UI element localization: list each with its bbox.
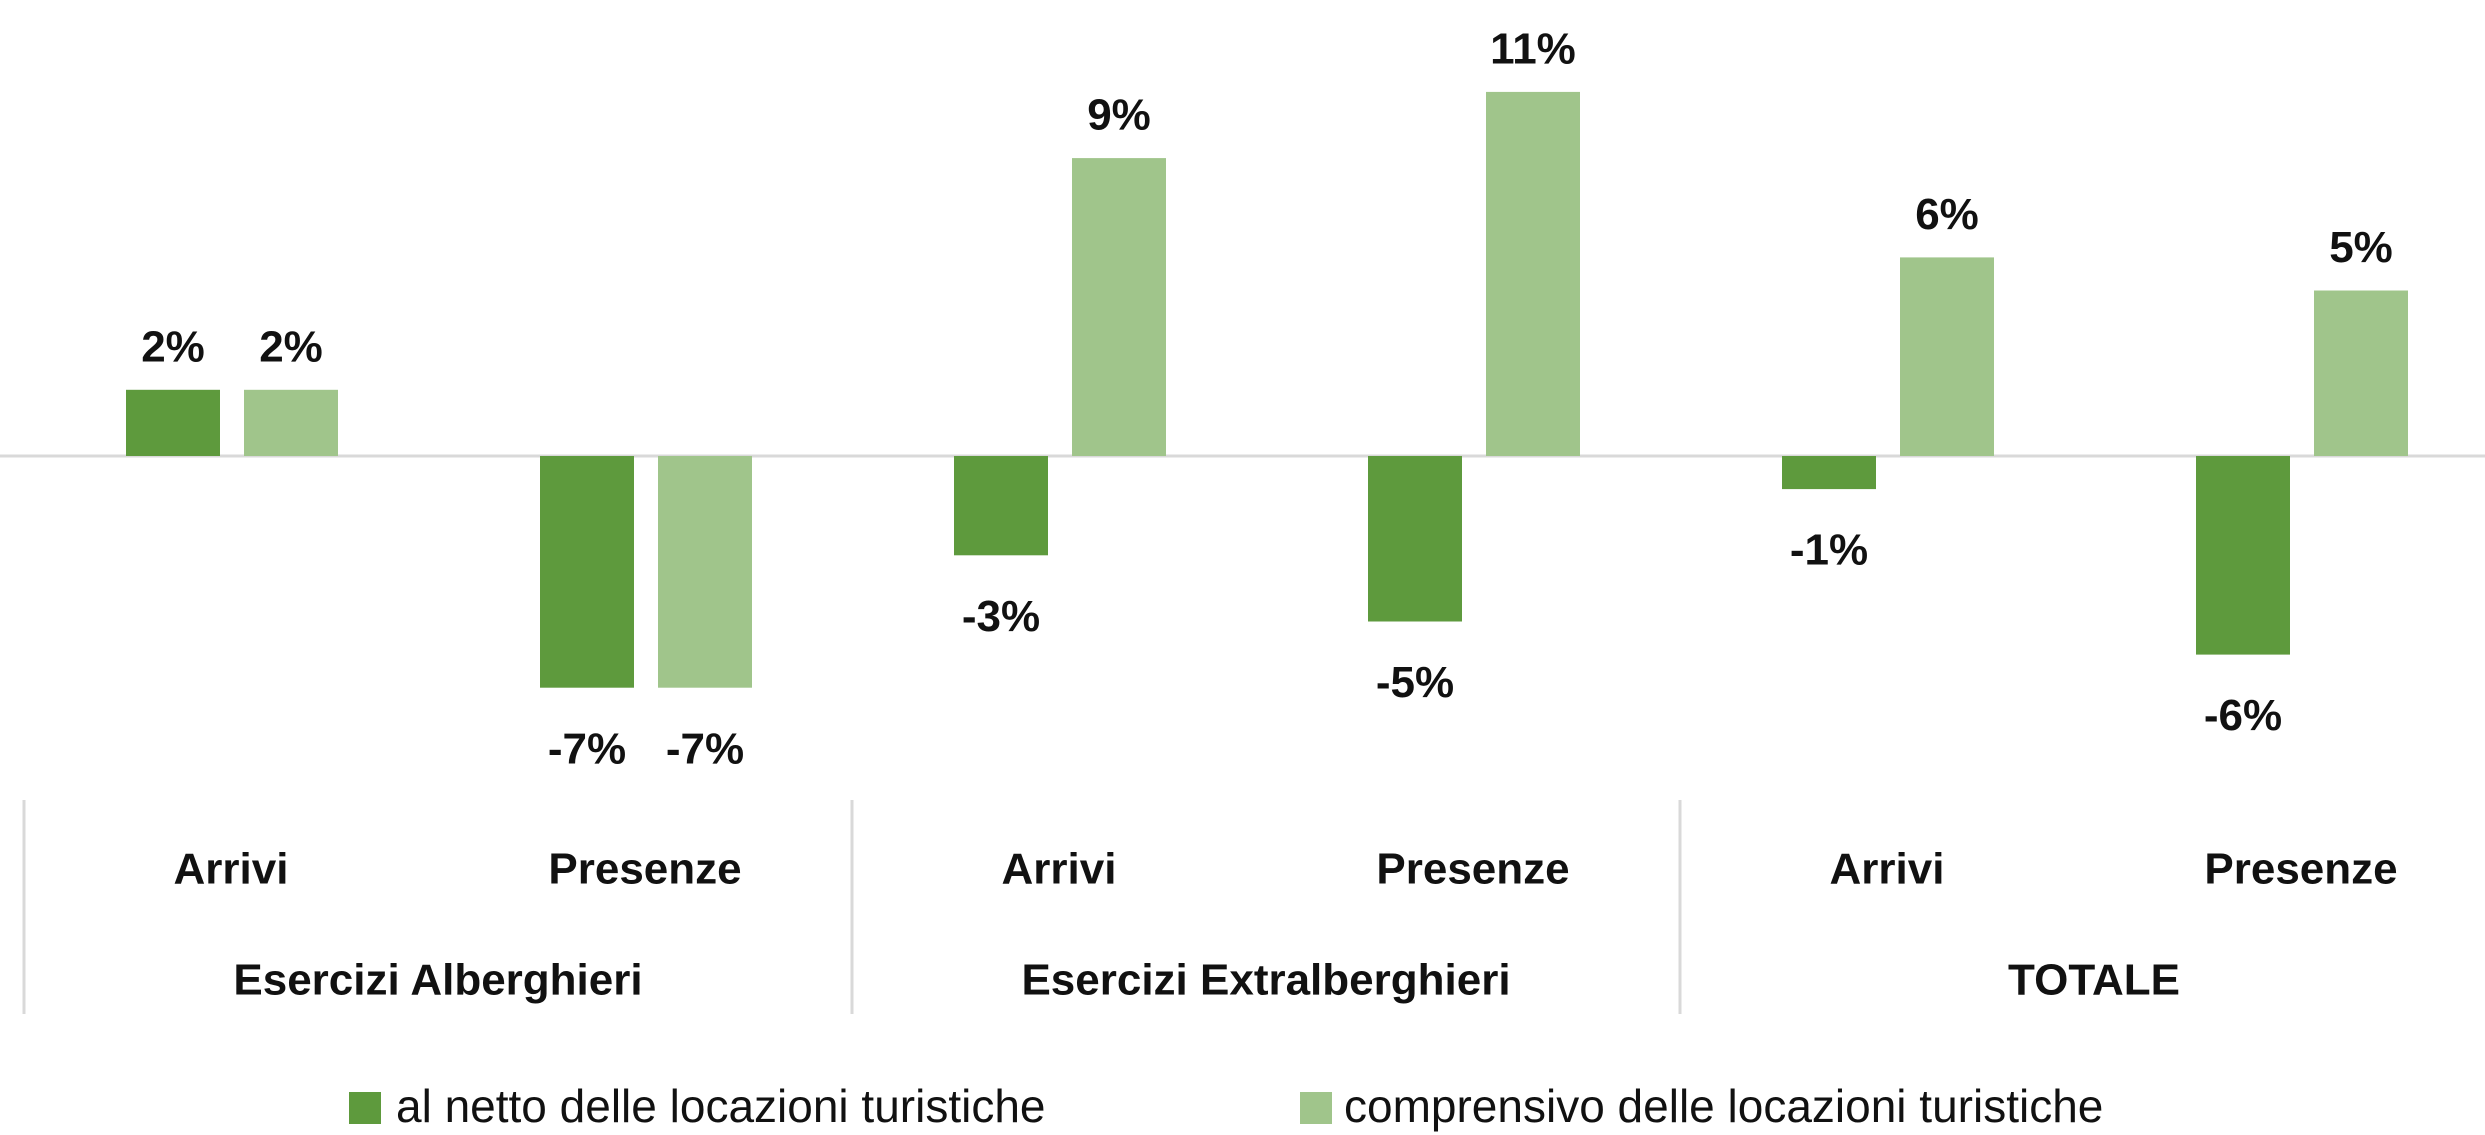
bar	[244, 389, 338, 456]
bar	[658, 456, 752, 688]
bar	[2196, 456, 2290, 655]
bar	[540, 456, 634, 688]
data-label: 2%	[259, 322, 323, 371]
bar	[1072, 158, 1166, 456]
data-label: 9%	[1087, 91, 1151, 140]
bar	[1368, 456, 1462, 622]
data-label: -1%	[1790, 526, 1868, 575]
bar	[1900, 257, 1994, 456]
bar	[1486, 91, 1580, 457]
bar	[126, 389, 220, 456]
data-label: 11%	[1490, 25, 1576, 74]
group-label: Esercizi Extralberghieri	[1021, 956, 1510, 1005]
legend-label: comprensivo delle locazioni turistiche	[1344, 1080, 2103, 1132]
x-tick-label: Presenze	[2204, 845, 2397, 894]
x-tick-label: Presenze	[548, 845, 741, 894]
x-tick-label: Arrivi	[1002, 845, 1117, 894]
data-label: 2%	[141, 322, 205, 371]
x-tick-label: Arrivi	[174, 845, 289, 894]
bar	[1782, 456, 1876, 490]
legend-swatch	[1300, 1092, 1332, 1124]
data-label: -5%	[1376, 658, 1454, 707]
data-label: 6%	[1915, 190, 1979, 239]
data-label: 5%	[2329, 223, 2393, 272]
data-label: -7%	[666, 724, 744, 773]
data-label: -7%	[548, 724, 626, 773]
bar	[954, 456, 1048, 556]
group-label: TOTALE	[2008, 956, 2180, 1005]
x-tick-label: Presenze	[1376, 845, 1569, 894]
legend-label: al netto delle locazioni turistiche	[396, 1080, 1045, 1132]
data-label: -6%	[2204, 691, 2282, 740]
bar	[2314, 290, 2408, 456]
x-tick-label: Arrivi	[1830, 845, 1945, 894]
data-label: -3%	[962, 592, 1040, 641]
legend-swatch	[349, 1092, 381, 1124]
group-label: Esercizi Alberghieri	[233, 956, 642, 1005]
